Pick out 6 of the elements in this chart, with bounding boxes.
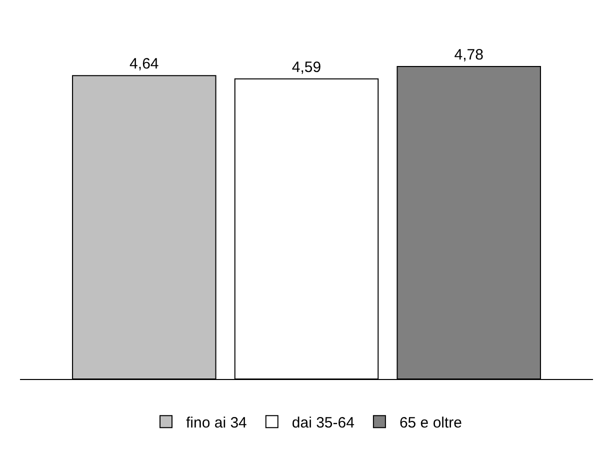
legend-label: fino ai 34	[186, 414, 247, 432]
data-label: 4,78	[454, 46, 484, 64]
legend-label: 65 e oltre	[399, 414, 462, 432]
data-label: 4,64	[130, 56, 159, 73]
data-label: 4,59	[292, 58, 322, 76]
legend-label: dai 35-64	[292, 414, 354, 432]
